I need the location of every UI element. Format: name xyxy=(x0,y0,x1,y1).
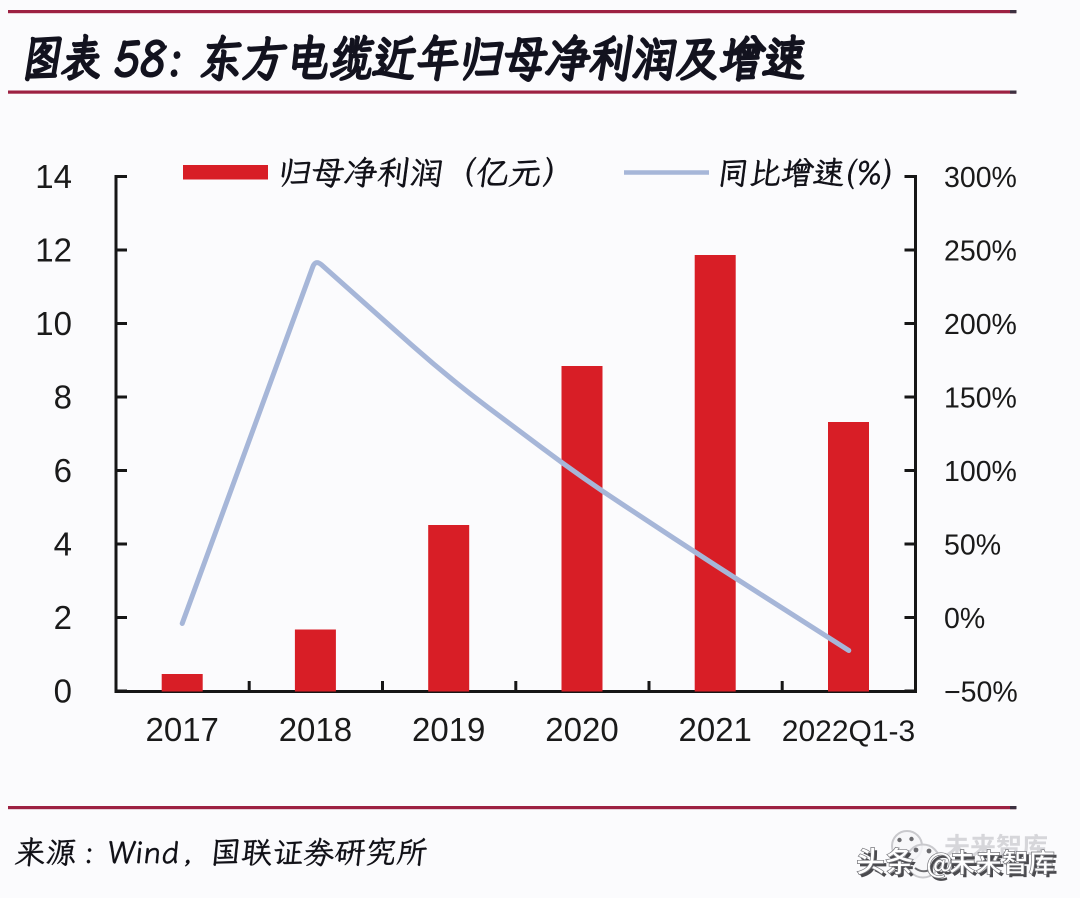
svg-text:200%: 200% xyxy=(944,309,1017,341)
svg-text:−50%: −50% xyxy=(944,677,1018,709)
svg-text:2022Q1-3: 2022Q1-3 xyxy=(782,715,915,748)
svg-text:50%: 50% xyxy=(944,530,1001,562)
svg-text:2018: 2018 xyxy=(279,711,352,748)
svg-text:0%: 0% xyxy=(944,603,985,635)
svg-text:2021: 2021 xyxy=(678,711,751,748)
svg-text:0: 0 xyxy=(54,673,72,710)
svg-text:14: 14 xyxy=(35,158,72,195)
svg-text:2: 2 xyxy=(54,599,72,636)
svg-text:6: 6 xyxy=(54,452,72,489)
svg-text:2020: 2020 xyxy=(545,711,618,748)
svg-text:250%: 250% xyxy=(944,236,1017,268)
svg-text:2017: 2017 xyxy=(145,711,218,748)
svg-text:10: 10 xyxy=(35,305,72,342)
svg-text:300%: 300% xyxy=(944,162,1017,194)
svg-text:12: 12 xyxy=(35,232,72,269)
svg-text:8: 8 xyxy=(54,379,72,416)
svg-text:2019: 2019 xyxy=(412,711,485,748)
svg-text:100%: 100% xyxy=(944,456,1017,488)
svg-text:4: 4 xyxy=(54,526,72,563)
svg-text:150%: 150% xyxy=(944,383,1017,415)
